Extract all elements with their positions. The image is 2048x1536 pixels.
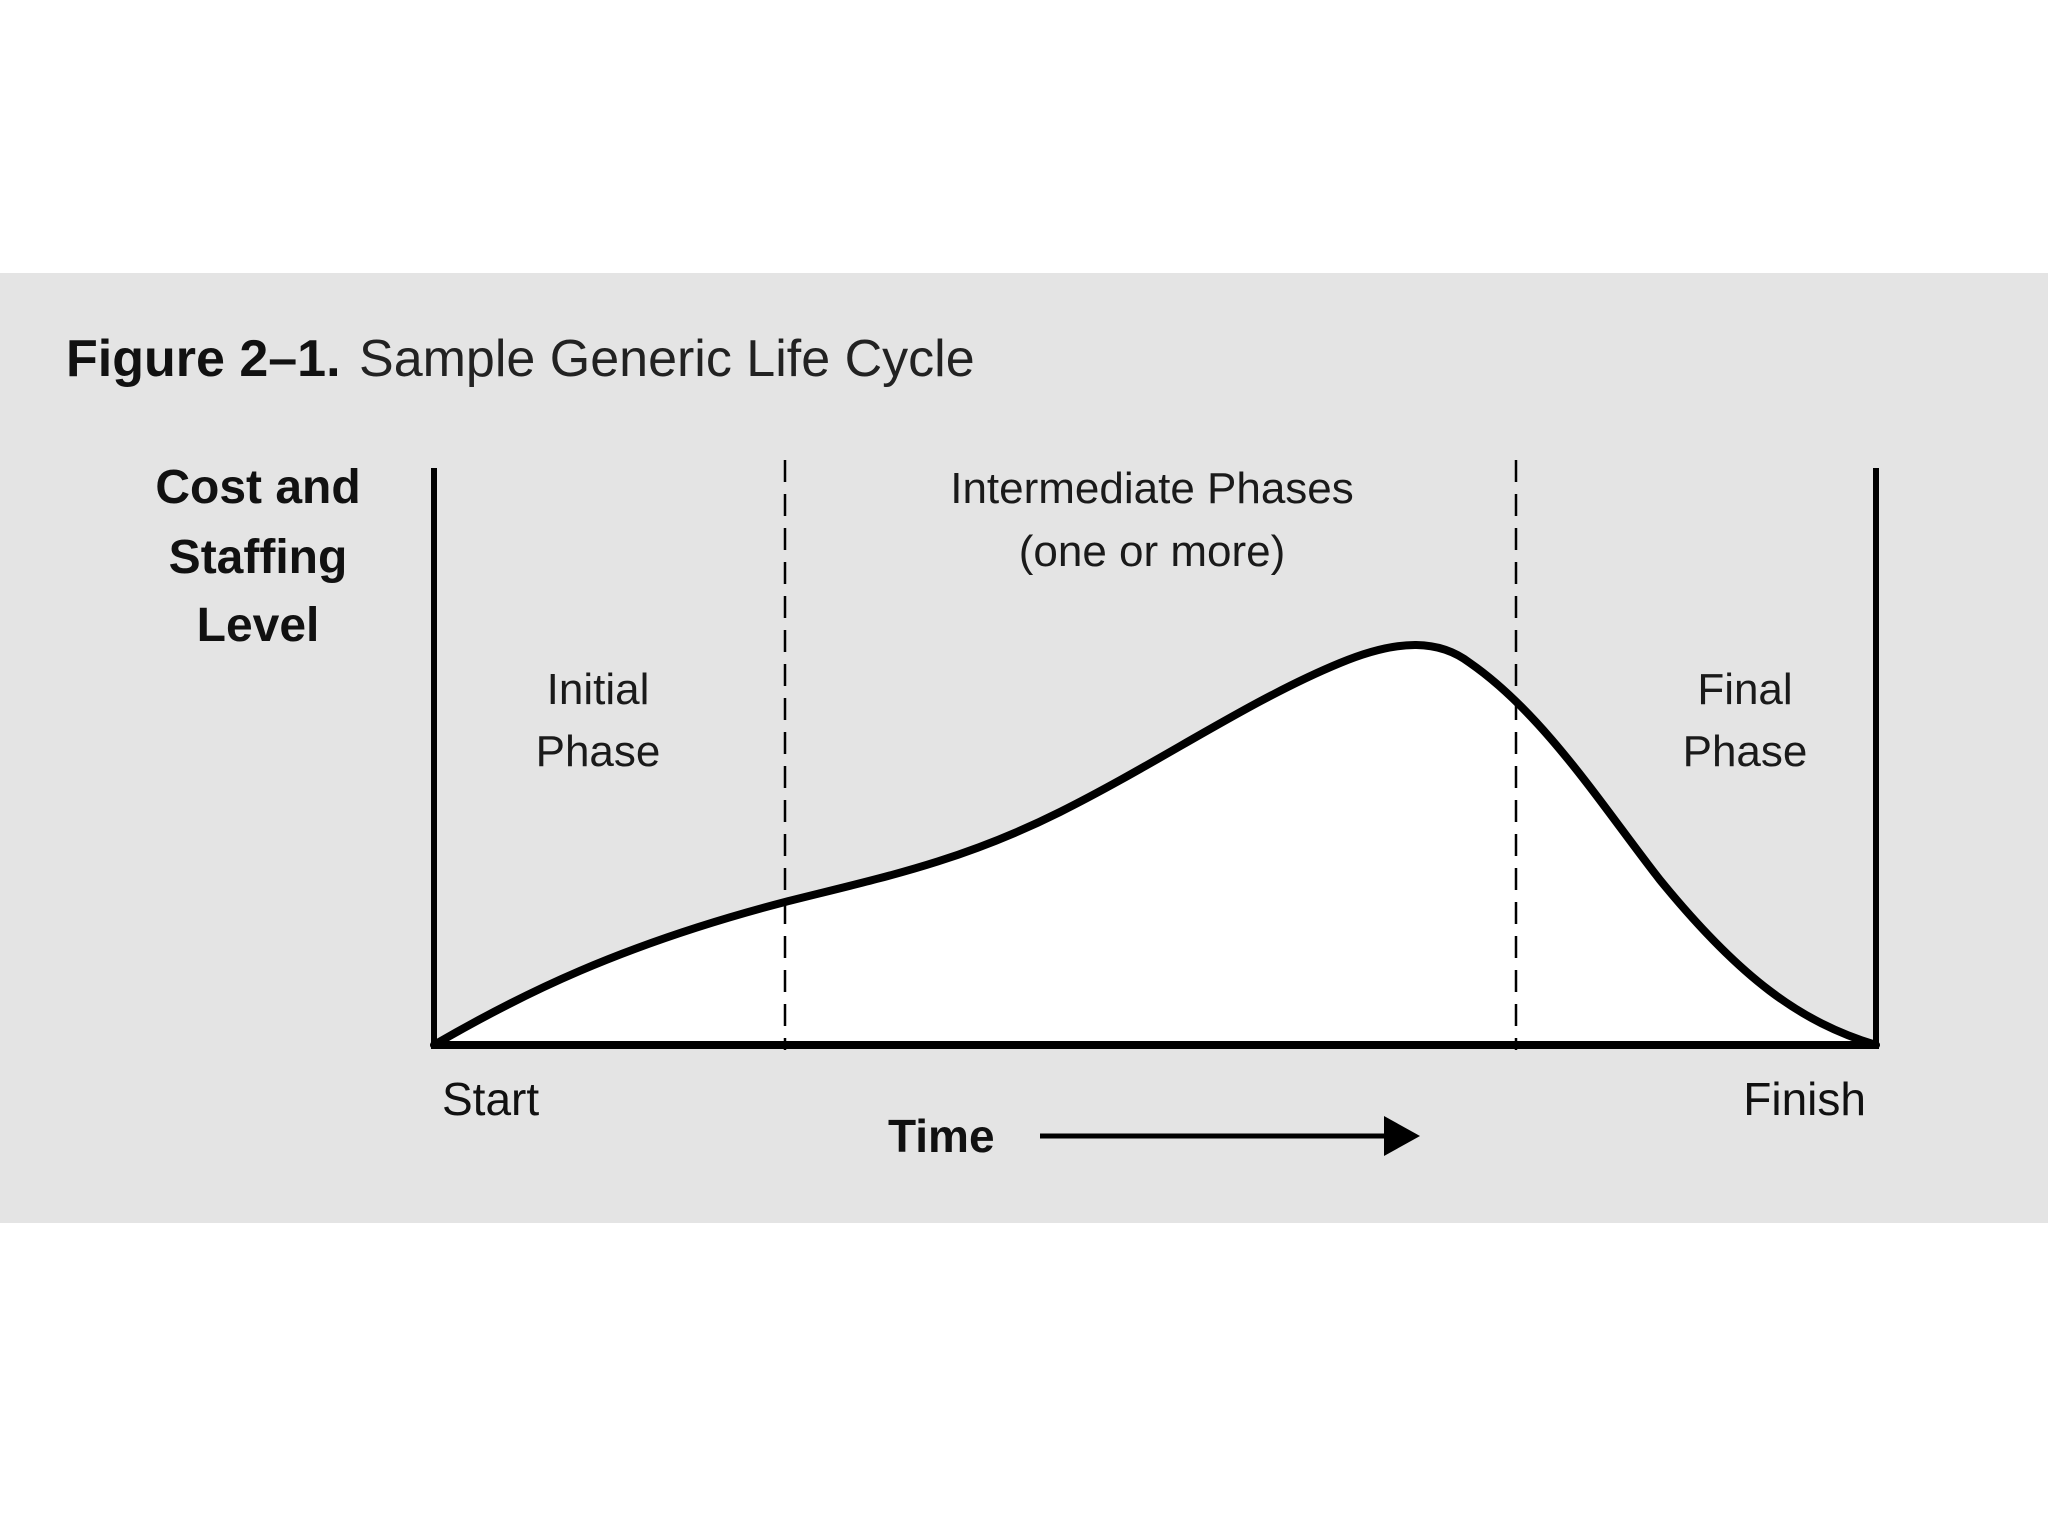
finish-label: Finish [1743,1073,1866,1125]
y-axis-label-line-2: Staffing [169,531,348,584]
life-cycle-curve [430,641,1880,1049]
initial-phase-label-line-1: Initial [547,665,650,714]
start-label: Start [442,1073,539,1125]
life-cycle-curve-area [434,644,1876,1045]
intermediate-phases-label-line-1: Intermediate Phases [950,464,1354,513]
figure-panel [0,273,2048,1223]
time-axis-label: Time [888,1110,995,1162]
final-phase-label-line-1: Final [1697,665,1792,714]
intermediate-phases-label-line-2: (one or more) [1019,527,1286,576]
figure-title: Figure 2–1. Sample Generic Life Cycle [66,330,975,388]
figure-title-text: Sample Generic Life Cycle [359,330,975,388]
final-phase-label-line-2: Phase [1683,727,1808,776]
y-axis-label-line-1: Cost and [155,461,360,514]
time-arrow-icon [1384,1116,1420,1156]
y-axis-label-line-3: Level [197,599,320,652]
initial-phase-label-line-2: Phase [536,727,661,776]
figure-number: Figure 2–1. [66,330,341,388]
